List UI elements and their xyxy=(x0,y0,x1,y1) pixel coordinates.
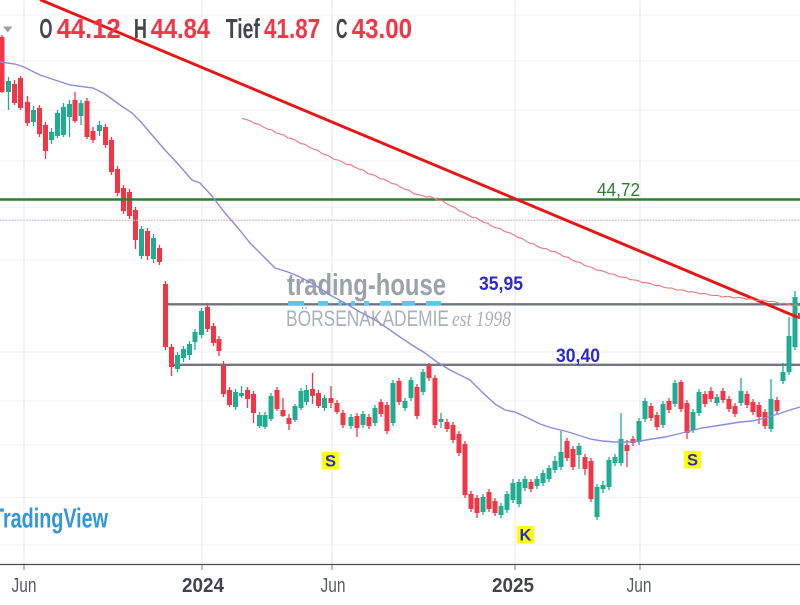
svg-text:2024: 2024 xyxy=(182,575,225,597)
svg-text:est 1998: est 1998 xyxy=(452,306,511,331)
svg-text:2025: 2025 xyxy=(492,575,534,597)
svg-text:Jun: Jun xyxy=(627,575,652,597)
svg-text:30,40: 30,40 xyxy=(556,346,600,367)
svg-text:BÖRSENAKADEMIE: BÖRSENAKADEMIE xyxy=(286,306,449,331)
svg-text:trading-house: trading-house xyxy=(287,267,446,302)
svg-text:Tief: Tief xyxy=(226,13,261,44)
svg-text:35,95: 35,95 xyxy=(479,274,523,295)
svg-text:44,72: 44,72 xyxy=(597,180,640,200)
svg-text:Jun: Jun xyxy=(12,575,37,597)
svg-text:C: C xyxy=(336,13,348,44)
svg-text:Jun: Jun xyxy=(321,575,346,597)
svg-text:44.84: 44.84 xyxy=(151,13,211,44)
svg-text:41.87: 41.87 xyxy=(264,13,320,44)
svg-text:44.12: 44.12 xyxy=(57,13,121,44)
svg-text:S: S xyxy=(687,452,698,470)
svg-text:K: K xyxy=(520,527,532,545)
svg-text:43.00: 43.00 xyxy=(352,13,412,44)
svg-text:TradingView: TradingView xyxy=(0,503,108,534)
svg-text:H: H xyxy=(134,13,147,44)
svg-text:O: O xyxy=(39,13,52,44)
svg-text:S: S xyxy=(325,453,336,471)
